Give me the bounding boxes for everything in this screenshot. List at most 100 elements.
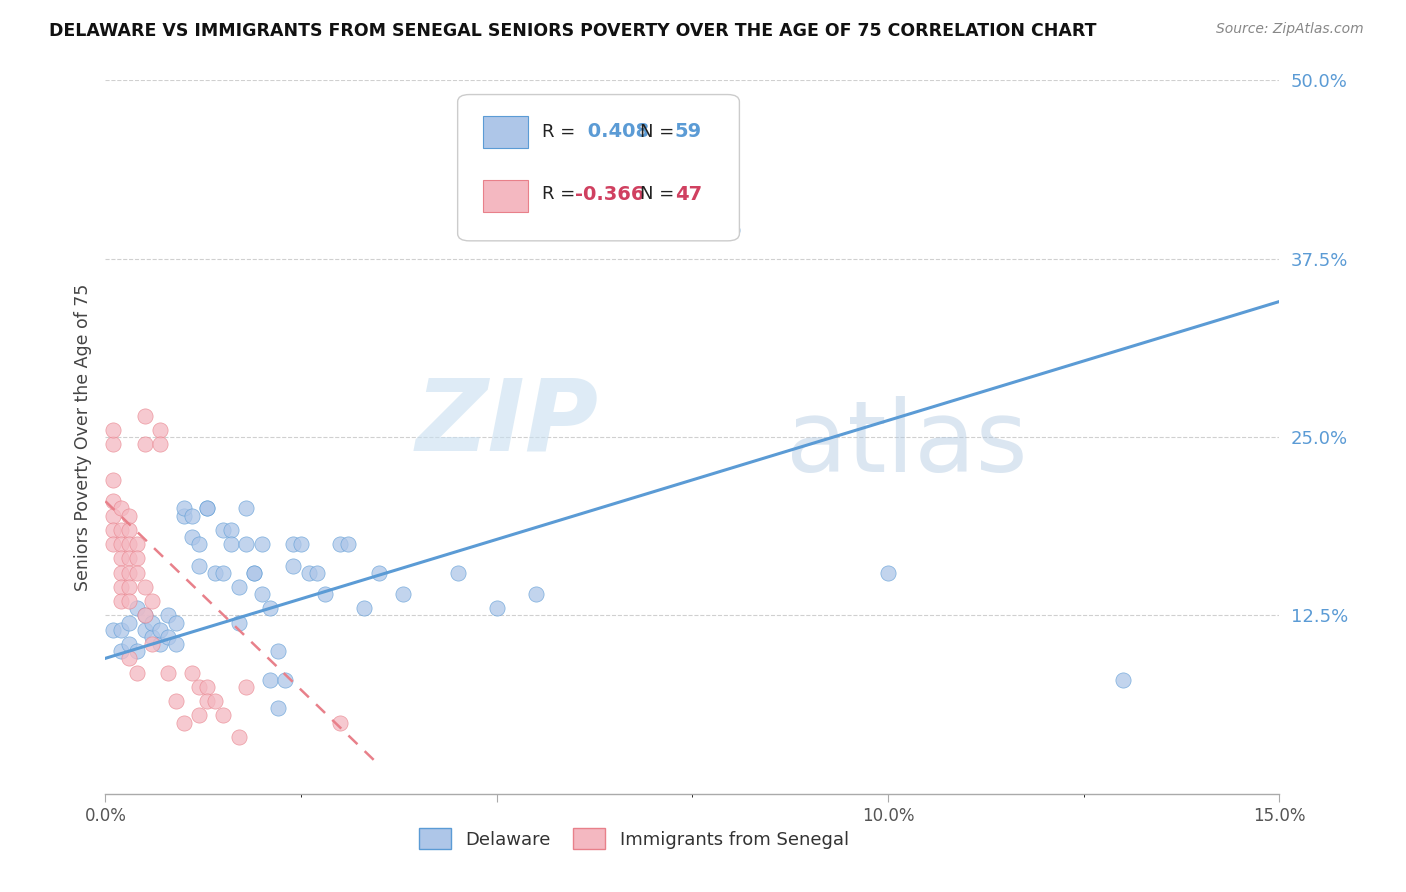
Point <box>266 644 288 658</box>
Point <box>125 537 148 551</box>
Point <box>353 601 375 615</box>
Point <box>228 580 250 594</box>
Point <box>173 715 195 730</box>
Point <box>290 537 312 551</box>
Point <box>188 558 211 573</box>
Point <box>118 508 141 523</box>
Point <box>103 494 125 508</box>
Point <box>110 594 132 608</box>
Point <box>103 623 125 637</box>
Point <box>274 673 297 687</box>
Point <box>125 644 148 658</box>
Point <box>103 523 125 537</box>
Point <box>110 623 132 637</box>
Point <box>103 437 125 451</box>
Point <box>211 523 233 537</box>
Point <box>211 566 233 580</box>
Point <box>283 558 305 573</box>
Point <box>188 680 211 694</box>
FancyBboxPatch shape <box>484 180 529 212</box>
Point <box>266 701 288 715</box>
Point <box>329 537 352 551</box>
Point <box>305 566 328 580</box>
Point <box>204 566 226 580</box>
Point <box>298 566 321 580</box>
Point <box>173 508 195 523</box>
Point <box>485 601 508 615</box>
Point <box>228 615 250 630</box>
Point <box>235 501 257 516</box>
Point <box>118 566 141 580</box>
Point <box>188 537 211 551</box>
Point <box>103 537 125 551</box>
Point <box>180 530 202 544</box>
Point <box>118 594 141 608</box>
Point <box>392 587 415 601</box>
Point <box>173 501 195 516</box>
FancyBboxPatch shape <box>484 116 529 148</box>
Text: -0.366: -0.366 <box>575 185 644 204</box>
Point <box>180 665 202 680</box>
Point <box>125 551 148 566</box>
Point <box>877 566 900 580</box>
Point <box>259 601 281 615</box>
Point <box>118 651 141 665</box>
Point <box>149 437 172 451</box>
Point <box>157 665 180 680</box>
Point <box>165 637 187 651</box>
Point <box>118 551 141 566</box>
Text: DELAWARE VS IMMIGRANTS FROM SENEGAL SENIORS POVERTY OVER THE AGE OF 75 CORRELATI: DELAWARE VS IMMIGRANTS FROM SENEGAL SENI… <box>49 22 1097 40</box>
Point <box>368 566 391 580</box>
Y-axis label: Seniors Poverty Over the Age of 75: Seniors Poverty Over the Age of 75 <box>73 284 91 591</box>
Point <box>103 423 125 437</box>
Point <box>125 665 148 680</box>
Point <box>141 630 163 644</box>
Point <box>134 623 156 637</box>
Point <box>157 630 180 644</box>
Point <box>103 473 125 487</box>
Point <box>118 615 141 630</box>
Point <box>110 580 132 594</box>
FancyBboxPatch shape <box>458 95 740 241</box>
Point <box>1112 673 1135 687</box>
Point <box>195 680 218 694</box>
Text: N =: N = <box>640 123 679 141</box>
Point <box>524 587 547 601</box>
Point <box>447 566 470 580</box>
Point <box>235 680 257 694</box>
Point <box>149 623 172 637</box>
Point <box>195 694 218 708</box>
Point <box>250 587 273 601</box>
Point <box>134 608 156 623</box>
Point <box>219 537 242 551</box>
Point <box>118 637 141 651</box>
Point <box>110 537 132 551</box>
Point <box>103 508 125 523</box>
Point <box>125 566 148 580</box>
Point <box>250 537 273 551</box>
Text: 59: 59 <box>675 122 702 141</box>
Point <box>314 587 336 601</box>
Point <box>235 537 257 551</box>
Point <box>141 615 163 630</box>
Point <box>118 580 141 594</box>
Point <box>157 608 180 623</box>
Point <box>149 637 172 651</box>
Point <box>118 523 141 537</box>
Point <box>204 694 226 708</box>
Point <box>134 409 156 423</box>
Point <box>141 594 163 608</box>
Point <box>243 566 266 580</box>
Point <box>141 637 163 651</box>
Point <box>329 715 352 730</box>
Point <box>195 501 218 516</box>
Point <box>165 694 187 708</box>
Point <box>720 223 742 237</box>
Text: 47: 47 <box>675 185 702 204</box>
Point <box>118 537 141 551</box>
Point <box>180 508 202 523</box>
Point <box>149 423 172 437</box>
Point <box>188 708 211 723</box>
Point <box>110 523 132 537</box>
Point <box>134 437 156 451</box>
